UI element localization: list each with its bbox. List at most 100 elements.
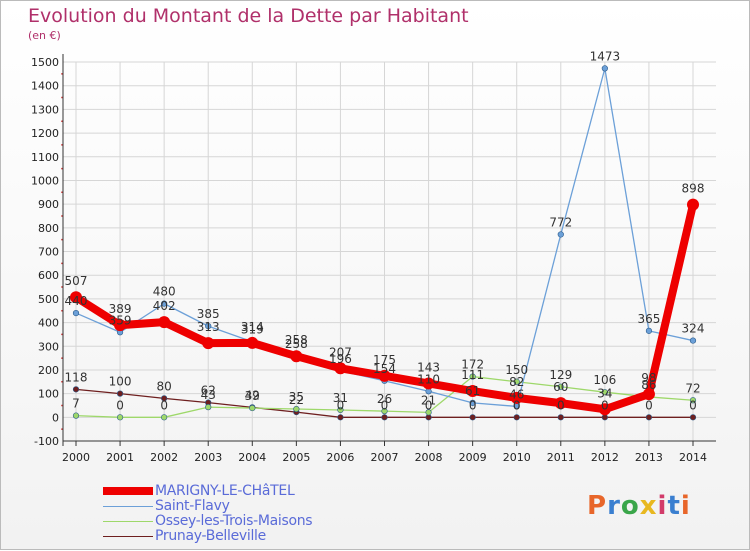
data-point bbox=[513, 414, 520, 421]
data-label: 0 bbox=[557, 398, 565, 412]
minor-tick-dot bbox=[61, 404, 63, 407]
minor-tick-dot bbox=[61, 309, 63, 312]
data-label: 207 bbox=[329, 345, 352, 359]
data-point bbox=[205, 323, 212, 330]
data-point bbox=[337, 414, 344, 421]
data-point bbox=[469, 399, 476, 406]
y-tick-label: 200 bbox=[38, 364, 59, 377]
data-point bbox=[510, 391, 523, 404]
y-tick-label: 500 bbox=[38, 293, 59, 306]
legend-label-saint-flavy: Saint-Flavy bbox=[155, 498, 230, 514]
data-label: 440 bbox=[65, 294, 88, 308]
data-label: 0 bbox=[337, 398, 345, 412]
x-tick-label: 2002 bbox=[150, 451, 178, 464]
data-label: 772 bbox=[549, 215, 572, 229]
data-label: 82 bbox=[509, 375, 524, 389]
x-tick-label: 2013 bbox=[635, 451, 663, 464]
data-label: 143 bbox=[417, 360, 440, 374]
data-label: 0 bbox=[160, 398, 168, 412]
data-label: 389 bbox=[109, 302, 132, 316]
logo-letter: t bbox=[667, 491, 681, 521]
y-tick-label: 1300 bbox=[31, 103, 59, 116]
y-tick-label: 100 bbox=[38, 388, 59, 401]
data-label: 43 bbox=[201, 388, 216, 402]
minor-tick-dot bbox=[61, 333, 63, 336]
data-label: 106 bbox=[593, 373, 616, 387]
data-label: 154 bbox=[373, 362, 396, 376]
proxiti-logo: Proxiti bbox=[587, 491, 691, 521]
minor-tick-dot bbox=[61, 167, 63, 170]
y-tick-label: 300 bbox=[38, 340, 59, 353]
data-point bbox=[642, 388, 655, 401]
minor-tick-dot bbox=[61, 357, 63, 359]
data-point bbox=[645, 414, 653, 421]
data-label: 111 bbox=[461, 368, 484, 382]
logo-letter: o bbox=[620, 491, 640, 521]
data-point bbox=[689, 414, 697, 421]
data-label: 175 bbox=[373, 353, 396, 367]
x-tick-label: 2014 bbox=[679, 451, 707, 464]
data-label: 359 bbox=[109, 313, 132, 327]
data-point bbox=[161, 414, 168, 421]
minor-tick-dot bbox=[61, 72, 63, 75]
data-label: 129 bbox=[549, 368, 572, 382]
data-point bbox=[205, 404, 212, 411]
data-label: 21 bbox=[421, 393, 436, 407]
data-label: 0 bbox=[645, 398, 653, 412]
y-tick-label: 1000 bbox=[31, 174, 59, 187]
minor-tick-dot bbox=[61, 215, 63, 217]
data-point bbox=[689, 397, 697, 404]
data-point bbox=[425, 409, 432, 416]
legend-swatch-ossey bbox=[103, 521, 153, 522]
data-point bbox=[158, 316, 171, 329]
data-point bbox=[422, 377, 435, 390]
y-tick-label: 1500 bbox=[31, 56, 59, 69]
data-label: 0 bbox=[513, 398, 521, 412]
data-label: 35 bbox=[289, 390, 304, 404]
data-label: 100 bbox=[109, 375, 132, 389]
data-label: 480 bbox=[153, 285, 176, 299]
data-point bbox=[601, 389, 608, 396]
y-tick-label: 800 bbox=[38, 222, 59, 235]
data-label: 31 bbox=[333, 391, 348, 405]
data-label: 72 bbox=[685, 381, 700, 395]
data-point bbox=[70, 291, 82, 304]
data-label: 196 bbox=[329, 352, 352, 366]
legend-label-marigny: MARIGNY-LE-CHâTEL bbox=[155, 483, 295, 499]
logo-letter: P bbox=[587, 491, 608, 521]
y-tick-label: 1400 bbox=[31, 80, 59, 93]
data-label: 26 bbox=[377, 392, 392, 406]
y-tick-label: 700 bbox=[38, 246, 59, 259]
data-label: 7 bbox=[72, 397, 80, 411]
data-point bbox=[554, 397, 567, 410]
data-label: 1473 bbox=[590, 49, 621, 63]
x-tick-label: 2010 bbox=[503, 451, 531, 464]
data-label: 22 bbox=[289, 393, 304, 407]
data-label: 0 bbox=[689, 398, 697, 412]
data-point bbox=[72, 386, 80, 393]
x-tick-label: 2006 bbox=[326, 451, 354, 464]
data-point bbox=[337, 406, 344, 414]
data-point bbox=[469, 373, 476, 380]
data-label: 324 bbox=[682, 322, 705, 336]
y-tick-label: -100 bbox=[34, 435, 59, 448]
minor-tick-dot bbox=[61, 120, 63, 123]
x-tick-label: 2005 bbox=[282, 451, 310, 464]
y-tick-label: 600 bbox=[38, 269, 59, 282]
data-point bbox=[466, 385, 479, 398]
logo-letter: i bbox=[657, 491, 668, 521]
x-tick-label: 2011 bbox=[547, 451, 575, 464]
data-label: 0 bbox=[116, 398, 124, 412]
logo-letter: x bbox=[639, 491, 658, 521]
data-point bbox=[293, 405, 300, 413]
data-label: 314 bbox=[241, 320, 264, 334]
data-label: 172 bbox=[461, 358, 484, 372]
data-point bbox=[72, 412, 80, 419]
logo-letter: r bbox=[607, 491, 621, 521]
y-tick-label: 1200 bbox=[31, 127, 59, 140]
logo-letter: i bbox=[680, 491, 691, 521]
data-point bbox=[161, 395, 168, 402]
x-tick-label: 2009 bbox=[459, 451, 487, 464]
data-label: 39 bbox=[245, 389, 260, 403]
